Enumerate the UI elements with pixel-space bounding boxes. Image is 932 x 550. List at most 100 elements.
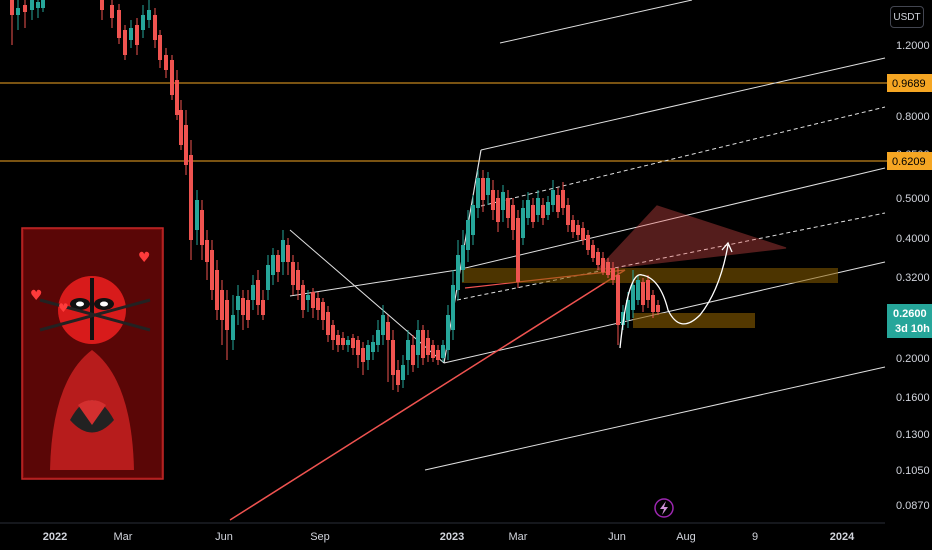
candle-body [391,340,395,375]
candle-body [341,338,345,345]
candle-body [611,268,615,280]
candle-body [164,55,168,70]
price-axis[interactable]: 1.20000.80000.65000.50000.40000.32000.20… [887,40,932,512]
candle-body [220,290,224,320]
candle-body [576,225,580,235]
deadpool-image: ♥ ♥ ♥ [21,227,164,480]
candle-body [356,340,360,355]
candle-body [117,10,121,38]
candle-body [326,312,330,335]
price-tick-label: 0.3200 [896,272,930,284]
drawing-line [456,212,886,301]
candle-body [205,240,209,262]
candle-body [441,345,445,358]
candle-body [170,60,174,95]
candle-body [526,200,530,218]
candle-body [596,252,600,265]
current-price-label: 0.2600 [893,308,927,320]
candle-body [123,30,127,55]
candle-body [36,2,40,8]
projection-arrowhead [721,241,733,253]
candle-body [571,220,575,232]
current-price-tag [887,304,932,338]
candle-body [636,280,640,300]
time-tick-label: Sep [310,531,330,543]
currency-button[interactable]: USDT [890,6,924,28]
price-tick-label: 0.5000 [896,193,930,205]
candle-body [210,250,214,290]
candle-body [158,35,162,60]
candle-body [541,205,545,218]
candle-body [311,292,315,308]
price-tick-label: 0.2000 [896,353,930,365]
candle-body [129,28,133,40]
price-level-tag-label: 0.6209 [892,156,926,168]
candle-body [141,15,145,30]
resistance-zone [462,268,838,283]
time-tick-label: 2022 [43,531,67,543]
candle-body [361,348,365,362]
candle-body [100,0,104,10]
time-tick-label: Mar [509,531,528,543]
drawing-line [480,57,886,151]
candle-body [451,285,455,330]
candle-body [23,5,27,12]
candle-body [321,302,325,320]
candle-body [241,298,245,315]
price-level-tag-label: 0.9689 [892,78,926,90]
candle-body [301,285,305,310]
candle-body [281,240,285,262]
price-tick-label: 0.0870 [896,500,930,512]
drawing-line [289,269,458,297]
drawing-line [456,167,886,271]
candle-body [631,285,635,310]
candle-body [461,245,465,270]
candle-body [656,305,660,312]
candle-body [501,192,505,210]
candle-body [496,198,500,222]
candle-body [426,338,430,355]
svg-text:♥: ♥ [58,301,69,315]
svg-text:♥: ♥ [30,288,43,304]
candle-body [306,295,310,300]
candle-body [246,300,250,320]
candle-body [641,282,645,305]
drawing-line [229,269,626,521]
time-tick-label: Jun [215,531,233,543]
candle-body [401,365,405,380]
candle-body [336,335,340,345]
candle-body [189,155,193,240]
candle-body [291,262,295,285]
svg-text:♥: ♥ [138,250,151,266]
time-axis[interactable]: 2022 Mar Jun Sep 2023 Mar Jun Aug 9 2024 [43,531,855,543]
candle-body [551,190,555,205]
lightning-icon[interactable] [654,498,674,518]
time-tick-label: 9 [752,531,758,543]
candle-body [566,205,570,225]
triangle-pattern [595,205,787,271]
candle-body [521,208,525,238]
candle-body [147,10,151,20]
candle-body [135,25,139,45]
candle-body [626,300,630,320]
candle-body [411,345,415,365]
candle-body [110,5,114,18]
drawing-line [499,0,693,44]
candle-body [416,330,420,355]
candle-body [446,315,450,350]
overlays-layer [619,241,733,349]
candle-body [256,280,260,305]
candle-body [616,275,620,325]
candle-body [606,262,610,275]
time-tick-label: 2024 [830,531,855,543]
candle-body [236,296,240,310]
candle-body [586,235,590,250]
candle-body [366,345,370,360]
candle-body [10,0,14,15]
candle-body [276,255,280,272]
candle-body [456,255,460,290]
candle-body [179,110,183,145]
candle-body [271,255,275,275]
candle-body [431,345,435,358]
